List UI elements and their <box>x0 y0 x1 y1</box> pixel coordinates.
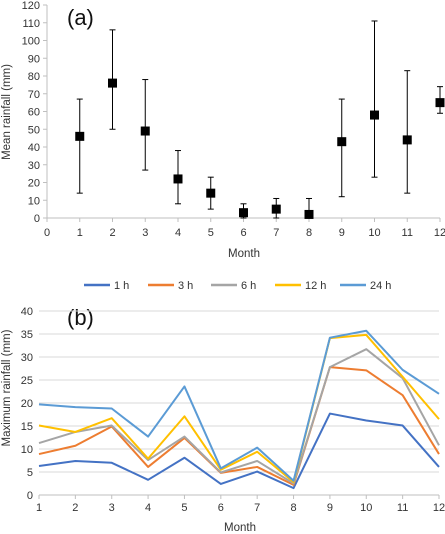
panel-a-y-tick-label: 60 <box>28 107 40 119</box>
panel-a-x-tick-label: 11 <box>402 227 413 239</box>
panel-b-x-tick-label: 5 <box>181 502 187 514</box>
panel-b-y-tick-label: 40 <box>21 306 33 318</box>
panel-b-x-tick-label: 9 <box>327 502 333 514</box>
panel-a-y-tick-label: 70 <box>28 89 40 101</box>
data-point-marker <box>337 137 347 147</box>
series-line <box>38 366 440 486</box>
data-point-marker <box>435 98 445 108</box>
panel-b-x-tick-label: 10 <box>360 502 372 514</box>
data-point-marker <box>140 126 150 136</box>
series-line <box>38 412 440 490</box>
panel-b-y-tick-label: 25 <box>21 375 33 387</box>
legend-label: 1 h <box>114 280 129 292</box>
panel-b-x-tick-label: 3 <box>109 502 115 514</box>
panel-b-x-axis-title: Month <box>224 522 256 534</box>
data-point-marker <box>173 174 183 184</box>
panel-b-y-tick-label: 5 <box>27 467 33 479</box>
panel-a-y-axis-title: Mean rainfall (mm) <box>1 64 13 160</box>
panel-a-y-tick-label: 90 <box>28 53 40 65</box>
panel-a-y-tick-label: 0 <box>34 213 40 225</box>
data-point-marker <box>402 135 412 145</box>
panel-b-y-tick-label: 15 <box>21 421 33 433</box>
panel-b: (b) Month Maximum rainfall (mm) 05101520… <box>1 280 445 534</box>
panel-b-x-tick-label: 1 <box>36 502 42 514</box>
panel-b-y-axis-title: Maximum rainfall (mm) <box>1 329 13 446</box>
panel-a-x-tick-label: 2 <box>109 227 115 239</box>
data-point-marker <box>75 131 85 141</box>
series-line <box>38 333 440 484</box>
legend-label: 3 h <box>178 280 193 292</box>
panel-a-y-tick-label: 30 <box>28 160 40 172</box>
panel-b-y-tick-label: 20 <box>21 398 33 410</box>
panel-a-x-tick-label: 6 <box>240 227 246 239</box>
panel-b-y-tick-label: 10 <box>21 444 33 456</box>
panel-a-x-tick-label: 9 <box>339 227 345 239</box>
panel-a-x-tick-label: 3 <box>142 227 148 239</box>
panel-a-x-tick-label: 0 <box>44 227 50 239</box>
panel-a-y-tick-label: 10 <box>28 195 40 207</box>
panel-b-x-tick-label: 2 <box>72 502 78 514</box>
panel-b-x-tick-label: 12 <box>433 502 445 514</box>
panel-b-label: (b) <box>67 305 94 330</box>
data-point-marker <box>239 208 248 218</box>
panel-b-x-tick-label: 11 <box>397 502 408 514</box>
panel-a-y-tick-label: 110 <box>22 18 40 30</box>
data-point-marker <box>370 110 379 120</box>
panel-a-label: (a) <box>67 5 94 30</box>
panel-a-x-tick-label: 8 <box>306 227 312 239</box>
panel-a-y-tick-label: 40 <box>28 142 40 154</box>
data-point-marker <box>304 209 314 219</box>
panel-a: (a) Month Mean rainfall (mm) 01020304050… <box>1 0 445 260</box>
panel-a-x-tick-label: 7 <box>273 227 279 239</box>
panel-a-x-tick-label: 4 <box>175 227 181 239</box>
panel-b-x-tick-label: 4 <box>145 502 151 514</box>
series-line <box>38 348 440 485</box>
panel-a-x-tick-label: 5 <box>208 227 214 239</box>
panel-b-x-tick-label: 7 <box>254 502 260 514</box>
panel-a-x-axis-title: Month <box>228 248 260 260</box>
panel-a-x-tick-label: 1 <box>77 227 83 239</box>
panel-a-y-tick-label: 20 <box>28 178 40 190</box>
panel-b-y-tick-label: 35 <box>21 329 33 341</box>
panel-b-y-tick-label: 0 <box>27 490 33 502</box>
panel-a-y-tick-label: 100 <box>22 36 40 48</box>
panel-a-y-tick-label: 80 <box>28 71 40 83</box>
data-point-marker <box>108 78 117 88</box>
panel-a-x-tick-label: 10 <box>368 227 380 239</box>
legend-label: 12 h <box>305 280 326 292</box>
legend-label: 6 h <box>241 280 256 292</box>
panel-b-y-tick-label: 30 <box>21 352 33 364</box>
panel-b-x-tick-label: 8 <box>290 502 296 514</box>
panel-a-y-tick-label: 50 <box>28 124 40 136</box>
data-point-marker <box>271 204 281 214</box>
panel-a-x-tick-label: 12 <box>434 227 445 239</box>
series-line <box>38 329 440 482</box>
panel-a-y-tick-label: 120 <box>22 0 40 12</box>
panel-b-x-tick-label: 6 <box>218 502 224 514</box>
data-point-marker <box>206 188 216 198</box>
legend-label: 24 h <box>370 280 391 292</box>
